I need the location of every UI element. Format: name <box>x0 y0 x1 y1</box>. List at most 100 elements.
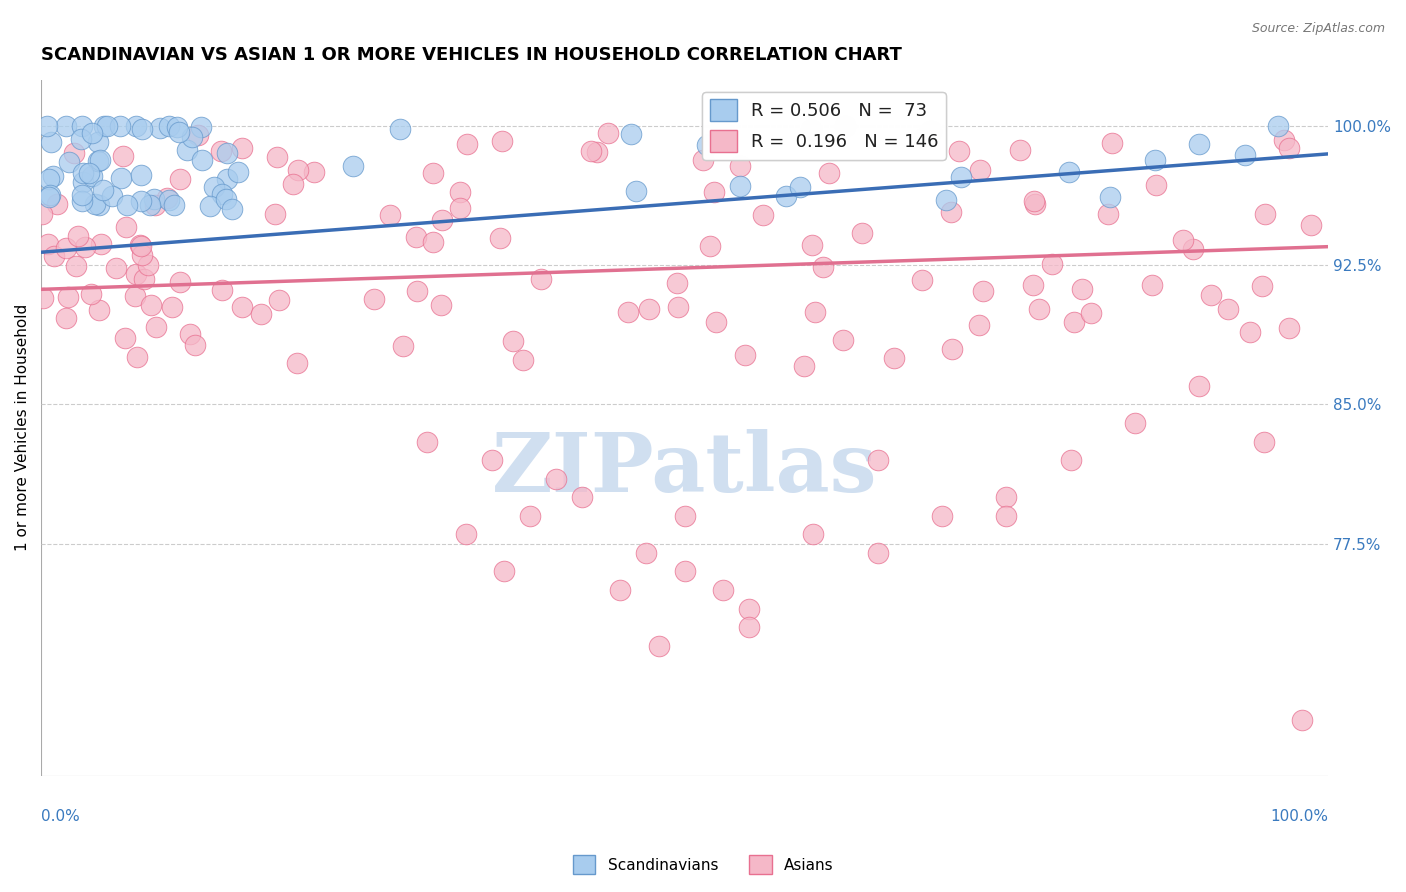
Point <box>129 194 152 208</box>
Point <box>1291 713 1313 727</box>
Point <box>709 123 731 137</box>
Point <box>169 276 191 290</box>
Point <box>157 119 180 133</box>
Point <box>1278 321 1301 335</box>
Point <box>969 318 991 333</box>
Point <box>586 145 609 159</box>
Point <box>449 201 471 215</box>
Point <box>129 168 152 182</box>
Point <box>55 311 77 326</box>
Point <box>866 546 889 560</box>
Point <box>609 582 631 597</box>
Point <box>42 249 65 263</box>
Point <box>1278 141 1301 155</box>
Point <box>995 508 1018 523</box>
Point <box>93 183 115 197</box>
Point <box>949 169 972 184</box>
Point <box>519 508 541 523</box>
Point <box>167 125 190 139</box>
Point <box>180 130 202 145</box>
Point <box>38 172 60 186</box>
Point <box>1272 133 1295 147</box>
Point <box>617 305 640 319</box>
Text: ZIPatlas: ZIPatlas <box>492 429 877 509</box>
Point <box>38 190 60 204</box>
Point <box>620 127 643 141</box>
Point <box>200 198 222 212</box>
Point <box>931 508 953 523</box>
Point <box>738 601 761 615</box>
Point <box>249 307 271 321</box>
Point <box>1253 434 1275 449</box>
Point <box>70 119 93 133</box>
Point <box>266 150 288 164</box>
Point <box>86 135 108 149</box>
Point <box>131 239 153 253</box>
Point <box>63 146 86 161</box>
Point <box>734 348 756 362</box>
Text: 100.0%: 100.0% <box>1270 809 1329 824</box>
Point <box>1022 278 1045 293</box>
Point <box>1239 326 1261 340</box>
Point <box>190 120 212 134</box>
Point <box>489 231 512 245</box>
Point <box>190 153 212 168</box>
Point <box>89 153 111 167</box>
Point <box>581 144 603 158</box>
Point <box>939 204 962 219</box>
Point <box>87 153 110 168</box>
Point <box>89 302 111 317</box>
Point <box>634 546 657 560</box>
Point <box>728 159 751 173</box>
Point <box>1140 278 1163 293</box>
Point <box>55 119 77 133</box>
Point <box>648 639 671 653</box>
Point <box>45 196 67 211</box>
Point <box>77 165 100 179</box>
Point <box>995 490 1018 504</box>
Point <box>941 342 963 356</box>
Point <box>912 131 935 145</box>
Point <box>176 143 198 157</box>
Point <box>56 290 79 304</box>
Point <box>125 267 148 281</box>
Text: Source: ZipAtlas.com: Source: ZipAtlas.com <box>1251 22 1385 36</box>
Point <box>80 286 103 301</box>
Y-axis label: 1 or more Vehicles in Household: 1 or more Vehicles in Household <box>15 304 30 551</box>
Point <box>1080 305 1102 319</box>
Point <box>1171 233 1194 247</box>
Point <box>1188 379 1211 393</box>
Point <box>226 165 249 179</box>
Point <box>143 198 166 212</box>
Point <box>728 179 751 194</box>
Point <box>139 298 162 312</box>
Point <box>834 119 856 133</box>
Point <box>179 327 201 342</box>
Point <box>215 146 238 161</box>
Point <box>1234 147 1257 161</box>
Point <box>139 197 162 211</box>
Point <box>104 261 127 276</box>
Point <box>793 359 815 373</box>
Point <box>1216 301 1239 316</box>
Point <box>1063 315 1085 329</box>
Point <box>637 301 659 316</box>
Point <box>75 240 97 254</box>
Point <box>90 237 112 252</box>
Point <box>283 177 305 191</box>
Point <box>1097 207 1119 221</box>
Point <box>66 229 89 244</box>
Point <box>31 207 53 221</box>
Point <box>388 122 411 136</box>
Point <box>624 184 647 198</box>
Point <box>264 207 287 221</box>
Point <box>668 300 690 314</box>
Point <box>948 144 970 158</box>
Point <box>70 194 93 208</box>
Point <box>673 508 696 523</box>
Point <box>145 320 167 334</box>
Point <box>211 187 233 202</box>
Point <box>801 527 824 541</box>
Point <box>1181 242 1204 256</box>
Point <box>166 120 188 134</box>
